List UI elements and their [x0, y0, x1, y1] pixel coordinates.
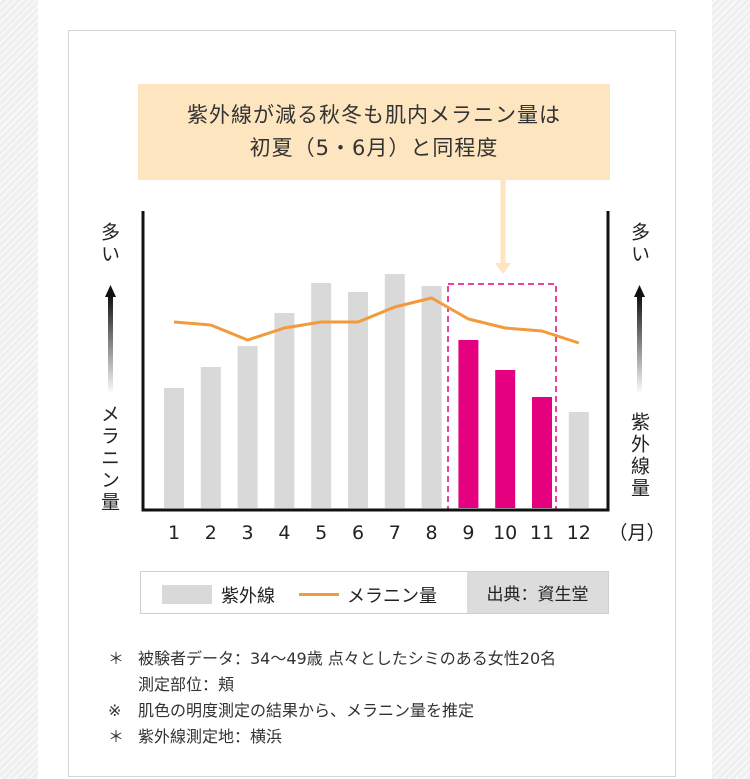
bar-month-6 — [348, 292, 368, 508]
x-tick-labels: 1 2 3 4 5 6 7 8 9 10 11 12 — [168, 522, 591, 544]
left-axis-top-label: 多い — [98, 222, 120, 266]
legend-line-label: メラニン量 — [347, 586, 437, 607]
bar-month-10 — [495, 370, 516, 508]
x-axis-unit-label: （月） — [608, 522, 665, 544]
x-tick-label: 9 — [462, 522, 474, 544]
footnote: 測定部位：頬 — [108, 672, 556, 698]
legend: 紫外線 メラニン量 出典：資生堂 — [140, 571, 609, 614]
right-axis-arrow-head — [634, 285, 645, 297]
highlight-dashed-box — [447, 283, 557, 511]
bar-month-9 — [458, 340, 479, 508]
bar-month-8 — [421, 286, 442, 508]
bar-month-11 — [532, 397, 552, 508]
x-tick-label: 5 — [315, 522, 327, 544]
x-tick-label: 2 — [205, 522, 217, 544]
x-tick-label: 4 — [278, 522, 290, 544]
callout-box: 紫外線が減る秋冬も肌内メラニン量は 初夏（5・6月）と同程度 — [138, 84, 610, 180]
right-axis-bottom-label: 紫外線量 — [628, 412, 650, 500]
footnote: ※ 肌色の明度測定の結果から、メラニン量を推定 — [108, 698, 556, 724]
bar-month-5 — [311, 283, 332, 508]
footnotes: ＊ 被験者データ：34〜49歳 点々としたシミのある女性20名 測定部位：頬 ※ 肌… — [108, 646, 556, 750]
left-axis-bottom-label: メラニン量 — [98, 404, 120, 514]
bar-month-7 — [384, 274, 405, 508]
axis-frame — [141, 211, 610, 512]
bar-month-3 — [237, 346, 258, 508]
x-tick-label: 6 — [352, 522, 364, 544]
right-axis-gradient-arrow-shaft — [637, 296, 642, 394]
footnote-text: 測定部位：頬 — [138, 675, 235, 694]
bar-series — [164, 274, 589, 508]
footnote-text: 被験者データ：34〜49歳 点々としたシミのある女性20名 — [138, 649, 557, 668]
x-tick-label: 1 — [168, 522, 180, 544]
right-axis-top-label: 多い — [628, 222, 650, 266]
callout-line-1: 紫外線が減る秋冬も肌内メラニン量は — [187, 103, 561, 127]
footnote-mark: ＊ — [108, 649, 125, 668]
bar-month-4 — [274, 313, 295, 508]
callout-pointer-head — [495, 263, 511, 274]
x-tick-label: 3 — [242, 522, 254, 544]
left-axis-arrow-head — [105, 285, 116, 297]
x-tick-label: 8 — [426, 522, 438, 544]
footnote-text: 紫外線測定地：横浜 — [138, 727, 283, 746]
legend-bar-label: 紫外線 — [221, 586, 275, 607]
melanin-line — [173, 296, 580, 345]
footnote: ＊ 被験者データ：34〜49歳 点々としたシミのある女性20名 — [108, 646, 556, 672]
bar-month-12 — [568, 412, 589, 508]
legend-source: 出典：資生堂 — [467, 572, 608, 613]
footnote: ＊ 紫外線測定地：横浜 — [108, 724, 556, 750]
bar-month-1 — [164, 388, 184, 508]
legend-bar-swatch — [162, 585, 212, 604]
footnote-text: 肌色の明度測定の結果から、メラニン量を推定 — [138, 701, 475, 720]
x-tick-label: 11 — [530, 522, 554, 544]
x-tick-label: 12 — [567, 522, 591, 544]
x-tick-label: 7 — [389, 522, 401, 544]
legend-line-swatch — [299, 593, 339, 596]
callout-line-2: 初夏（5・6月）と同程度 — [249, 136, 499, 160]
bar-month-2 — [200, 367, 221, 508]
footnote-mark: ＊ — [108, 727, 125, 746]
x-tick-label: 10 — [493, 522, 517, 544]
footnote-mark: ※ — [108, 701, 122, 720]
left-axis-gradient-arrow-shaft — [108, 296, 113, 394]
